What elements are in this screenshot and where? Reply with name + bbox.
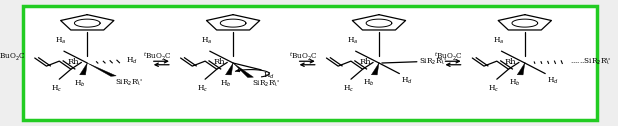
Text: $^{t}$BuO$_2$C: $^{t}$BuO$_2$C xyxy=(0,51,25,64)
Text: H$_a$: H$_a$ xyxy=(56,36,67,46)
Text: H$_a$: H$_a$ xyxy=(493,36,504,46)
Text: H$_c$: H$_c$ xyxy=(51,84,62,94)
Text: SiR$_2$R\': SiR$_2$R\' xyxy=(116,77,143,88)
Text: H$_d$: H$_d$ xyxy=(263,70,274,81)
Text: H$_b$: H$_b$ xyxy=(509,77,520,88)
Polygon shape xyxy=(80,63,87,75)
Polygon shape xyxy=(226,63,233,75)
Text: Rh: Rh xyxy=(359,58,371,66)
Text: $^{t}$BuO$_2$C: $^{t}$BuO$_2$C xyxy=(289,51,317,64)
Text: H$_d$: H$_d$ xyxy=(126,55,138,66)
Text: H$_a$: H$_a$ xyxy=(201,36,213,46)
Text: SiR$_2$R\': SiR$_2$R\' xyxy=(418,56,446,67)
Text: H$_b$: H$_b$ xyxy=(220,79,231,89)
Text: SiR$_2$R\': SiR$_2$R\' xyxy=(252,79,280,89)
Text: Rh: Rh xyxy=(213,58,225,66)
Text: $^{t}$BuO$_2$C: $^{t}$BuO$_2$C xyxy=(143,51,171,64)
Text: ......SiR$_2$R\': ......SiR$_2$R\' xyxy=(570,57,612,67)
Polygon shape xyxy=(371,63,379,75)
Text: $^{t}$BuO$_2$C: $^{t}$BuO$_2$C xyxy=(434,51,463,64)
Text: H$_d$: H$_d$ xyxy=(401,76,413,86)
Polygon shape xyxy=(233,63,253,77)
Text: H$_c$: H$_c$ xyxy=(197,84,208,94)
Text: H$_b$: H$_b$ xyxy=(363,77,374,88)
Text: Rh: Rh xyxy=(505,58,517,66)
Text: Rh: Rh xyxy=(67,58,79,66)
Text: H$_b$: H$_b$ xyxy=(74,79,85,89)
Text: H$_c$: H$_c$ xyxy=(488,84,499,94)
Text: H$_a$: H$_a$ xyxy=(347,36,358,46)
Polygon shape xyxy=(87,63,116,76)
Text: H$_c$: H$_c$ xyxy=(342,84,353,94)
Polygon shape xyxy=(517,63,525,75)
Text: H$_d$: H$_d$ xyxy=(547,76,559,86)
